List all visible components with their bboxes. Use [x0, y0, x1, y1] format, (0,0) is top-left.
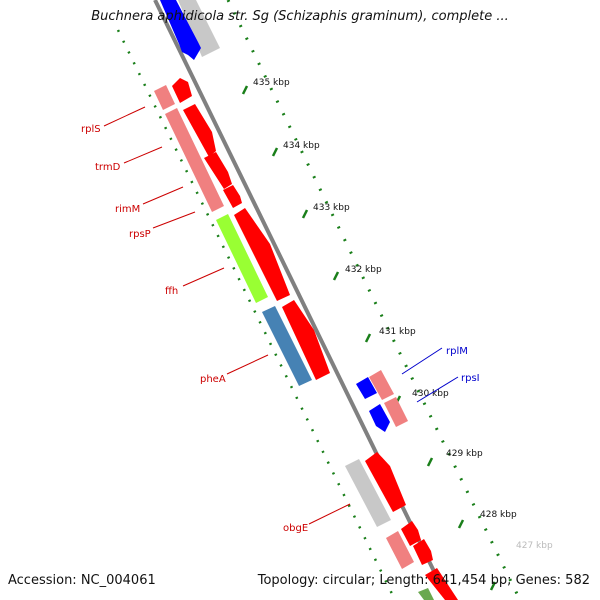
leader-obgE — [308, 503, 351, 525]
scale-ticks: 435 kbp 434 kbp 433 kbp 432 kbp 431 kbp … — [241, 78, 553, 591]
leader-rpsP — [152, 211, 196, 229]
tick-label: 433 kbp — [313, 203, 350, 213]
gray-feature[interactable] — [178, 0, 220, 57]
gene-trmD-rimM-rpsP[interactable] — [165, 108, 224, 212]
tick-mark — [457, 519, 465, 529]
tick-mark — [489, 581, 497, 591]
gene-arrow[interactable] — [183, 104, 216, 157]
gene-label-rimM[interactable]: rimM — [115, 204, 140, 215]
gene-ffh[interactable] — [216, 214, 268, 303]
gene-arrow[interactable] — [365, 452, 406, 512]
gene-arrow[interactable] — [401, 521, 421, 546]
gene-label-pheA[interactable]: pheA — [200, 374, 226, 385]
tick-mark — [426, 457, 434, 467]
gene-label-obgE[interactable]: obgE — [283, 523, 308, 534]
gene-label-rpsI[interactable]: rpsI — [461, 373, 480, 384]
gene-rplM[interactable] — [356, 377, 377, 399]
tick-label: 434 kbp — [283, 141, 320, 151]
gene-arrow[interactable] — [413, 539, 433, 565]
guide-inner-dotted-line — [116, 29, 397, 600]
leader-rpsI — [416, 376, 459, 403]
leader-rplS — [103, 106, 146, 127]
gene-label-ffh[interactable]: ffh — [165, 286, 178, 297]
gene-rplM-forward[interactable] — [369, 370, 394, 400]
gene-arrow[interactable] — [282, 300, 330, 380]
tick-label: 427 kbp — [516, 541, 553, 551]
tick-label: 429 kbp — [446, 449, 483, 459]
tick-label: 431 kbp — [379, 327, 416, 337]
leader-pheA — [226, 354, 269, 375]
leader-rimM — [142, 186, 184, 205]
tick-mark — [364, 333, 372, 343]
gene-arrow[interactable] — [425, 568, 458, 600]
gene-label-rpsP[interactable]: rpsP — [129, 229, 151, 240]
tick-mark — [271, 147, 279, 157]
gene-arrow[interactable] — [172, 78, 192, 103]
tick-label: 428 kbp — [480, 510, 517, 520]
tick-label: 435 kbp — [253, 78, 290, 88]
reverse-genes — [154, 85, 414, 569]
leader-trmD — [123, 146, 163, 164]
gene-arrow[interactable] — [223, 185, 242, 208]
gene-arrow[interactable] — [234, 208, 290, 301]
label-leaders — [103, 106, 459, 525]
gene-small-reverse[interactable] — [386, 531, 414, 569]
tick-mark — [301, 209, 309, 219]
gene-label-rplS[interactable]: rplS — [81, 124, 101, 135]
top-features — [160, 0, 220, 60]
tick-label: 432 kbp — [345, 265, 382, 275]
gene-labels: rplS trmD rimM rpsP ffh pheA obgE rplM r… — [81, 124, 480, 534]
tick-mark — [332, 271, 340, 281]
gene-arrow[interactable] — [204, 152, 232, 189]
gene-label-rplM[interactable]: rplM — [446, 346, 468, 357]
genome-backbone — [153, 0, 450, 600]
gene-rpsI-forward[interactable] — [384, 397, 408, 427]
map-title: Buchnera aphidicola str. Sg (Schizaphis … — [91, 9, 509, 24]
gene-green-bottom[interactable] — [418, 588, 434, 600]
gene-label-trmD[interactable]: trmD — [95, 162, 121, 173]
gene-obgE[interactable] — [345, 459, 391, 527]
tick-mark — [241, 85, 249, 95]
gene-rpsI[interactable] — [369, 404, 390, 432]
forward-genes — [172, 78, 458, 600]
gene-pheA[interactable] — [262, 306, 312, 386]
leader-rplM — [401, 347, 443, 375]
rplM-rpsI-cluster — [356, 370, 408, 432]
leader-ffh — [182, 267, 225, 287]
blue-feature[interactable] — [160, 0, 201, 60]
gene-rplS[interactable] — [154, 85, 175, 110]
accession-text: Accession: NC_004061 — [8, 573, 156, 588]
genome-summary-text: Topology: circular; Length: 641,454 bp; … — [257, 573, 590, 588]
